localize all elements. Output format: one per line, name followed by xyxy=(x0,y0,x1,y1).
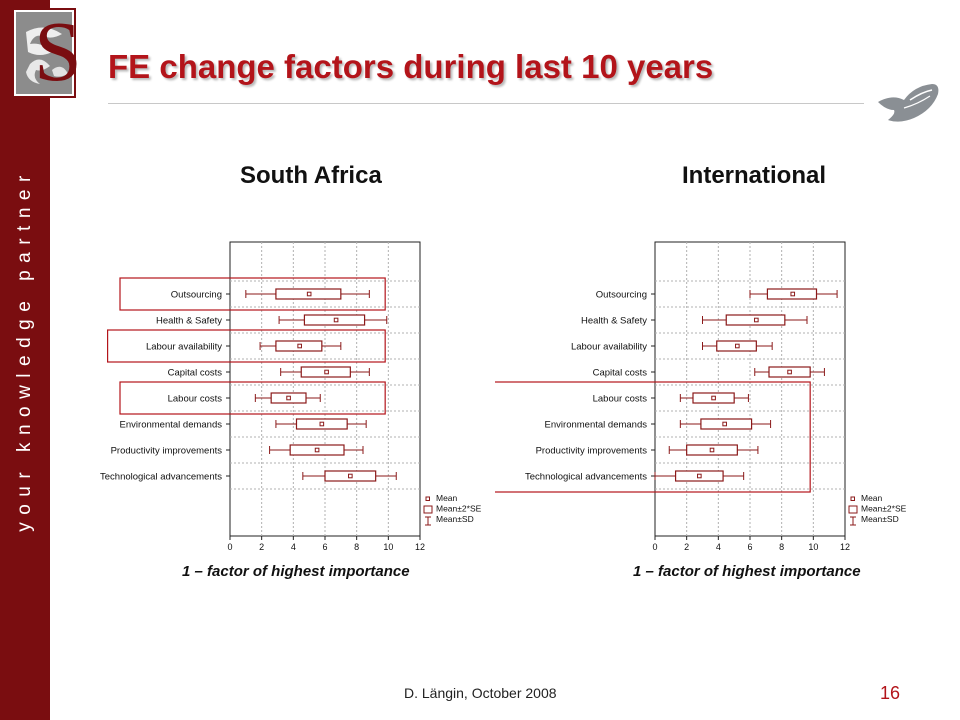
y-tick-label: Productivity improvements xyxy=(536,446,648,457)
y-tick-label: Labour availability xyxy=(571,342,647,353)
y-tick-label: Technological advancements xyxy=(100,472,222,483)
legend-label: Mean±SD xyxy=(436,514,474,524)
legend-label: Mean xyxy=(861,493,883,503)
mean-marker xyxy=(709,447,715,453)
legend-label: Mean±2*SE xyxy=(861,504,907,514)
sidebar-band: your knowledge partner xyxy=(0,0,50,720)
y-tick-label: Labour costs xyxy=(593,394,648,405)
legend-label: Mean xyxy=(436,493,458,503)
x-tick-label: 12 xyxy=(840,542,850,552)
legend-swatch-box xyxy=(848,505,858,514)
mean-marker xyxy=(324,369,329,375)
x-tick-label: 0 xyxy=(652,542,657,552)
x-tick-label: 2 xyxy=(684,542,689,552)
y-tick-label: Productivity improvements xyxy=(111,446,223,457)
x-tick-label: 6 xyxy=(322,542,327,552)
x-tick-label: 8 xyxy=(779,542,784,552)
footer-author-date: D. Längin, October 2008 xyxy=(404,685,557,701)
fish-icon xyxy=(874,80,942,130)
chart-title-south-africa: South Africa xyxy=(240,162,382,189)
legend-swatch-mean xyxy=(425,496,430,501)
y-tick-label: Outsourcing xyxy=(596,290,647,301)
highlight-frame xyxy=(106,329,386,363)
legend-label: Mean±2*SE xyxy=(436,504,482,514)
axis-label-south-africa: 1 – factor of highest importance xyxy=(182,563,410,580)
mean-marker xyxy=(286,395,291,401)
page-number: 16 xyxy=(880,683,901,703)
mean-marker xyxy=(754,317,759,323)
mean-marker xyxy=(319,421,325,427)
y-tick-label: Labour availability xyxy=(146,342,222,353)
y-tick-label: Environmental demands xyxy=(545,420,648,431)
mean-marker xyxy=(722,421,727,427)
x-tick-label: 10 xyxy=(383,542,393,552)
mean-marker xyxy=(306,291,312,297)
y-tick-label: Capital costs xyxy=(593,368,648,379)
mean-marker xyxy=(711,395,716,401)
boxplot-international: 0 2 4 6 8 10 12 Outsourcing Health & Safety Labou… xyxy=(495,241,907,552)
highlight-frame xyxy=(495,381,811,493)
mean-marker xyxy=(735,343,740,349)
highlight-frame xyxy=(119,381,386,415)
y-tick-label: Outsourcing xyxy=(171,290,222,301)
x-tick-label: 2 xyxy=(259,542,264,552)
x-tick-label: 8 xyxy=(354,542,359,552)
mean-marker xyxy=(314,447,320,453)
x-tick-label: 0 xyxy=(227,542,232,552)
y-tick-label: Labour costs xyxy=(168,394,223,405)
legend-swatch-mean xyxy=(850,496,855,501)
axis-label-international: 1 – factor of highest importance xyxy=(633,563,861,580)
x-tick-label: 4 xyxy=(716,542,721,552)
legend-label: Mean±SD xyxy=(861,514,899,524)
university-logo: S xyxy=(12,3,96,100)
y-tick-label: Health & Safety xyxy=(581,316,647,327)
mean-marker xyxy=(333,317,339,323)
mean-marker xyxy=(787,369,792,375)
x-tick-label: 4 xyxy=(291,542,296,552)
y-tick-label: Technological advancements xyxy=(525,472,647,483)
boxplot-south-africa: 0 2 4 6 8 10 12 Outsourcing Health & Safety Labou… xyxy=(100,241,482,552)
x-tick-label: 10 xyxy=(808,542,818,552)
mean-marker xyxy=(697,473,702,479)
highlight-frame xyxy=(119,277,386,311)
y-tick-label: Health & Safety xyxy=(156,316,222,327)
mean-marker xyxy=(348,473,353,479)
legend-swatch-box xyxy=(423,505,433,514)
slide-title: FE change factors during last 10 years xyxy=(108,48,714,85)
mean-marker xyxy=(790,291,796,297)
chart-title-international: International xyxy=(682,162,827,189)
mean-marker xyxy=(297,343,302,349)
y-tick-label: Capital costs xyxy=(168,368,223,379)
y-tick-label: Environmental demands xyxy=(120,420,223,431)
x-tick-label: 6 xyxy=(747,542,752,552)
logo-letter: S xyxy=(34,8,82,99)
title-divider xyxy=(108,103,864,104)
x-tick-label: 12 xyxy=(415,542,425,552)
tagline: your knowledge partner xyxy=(14,168,35,532)
